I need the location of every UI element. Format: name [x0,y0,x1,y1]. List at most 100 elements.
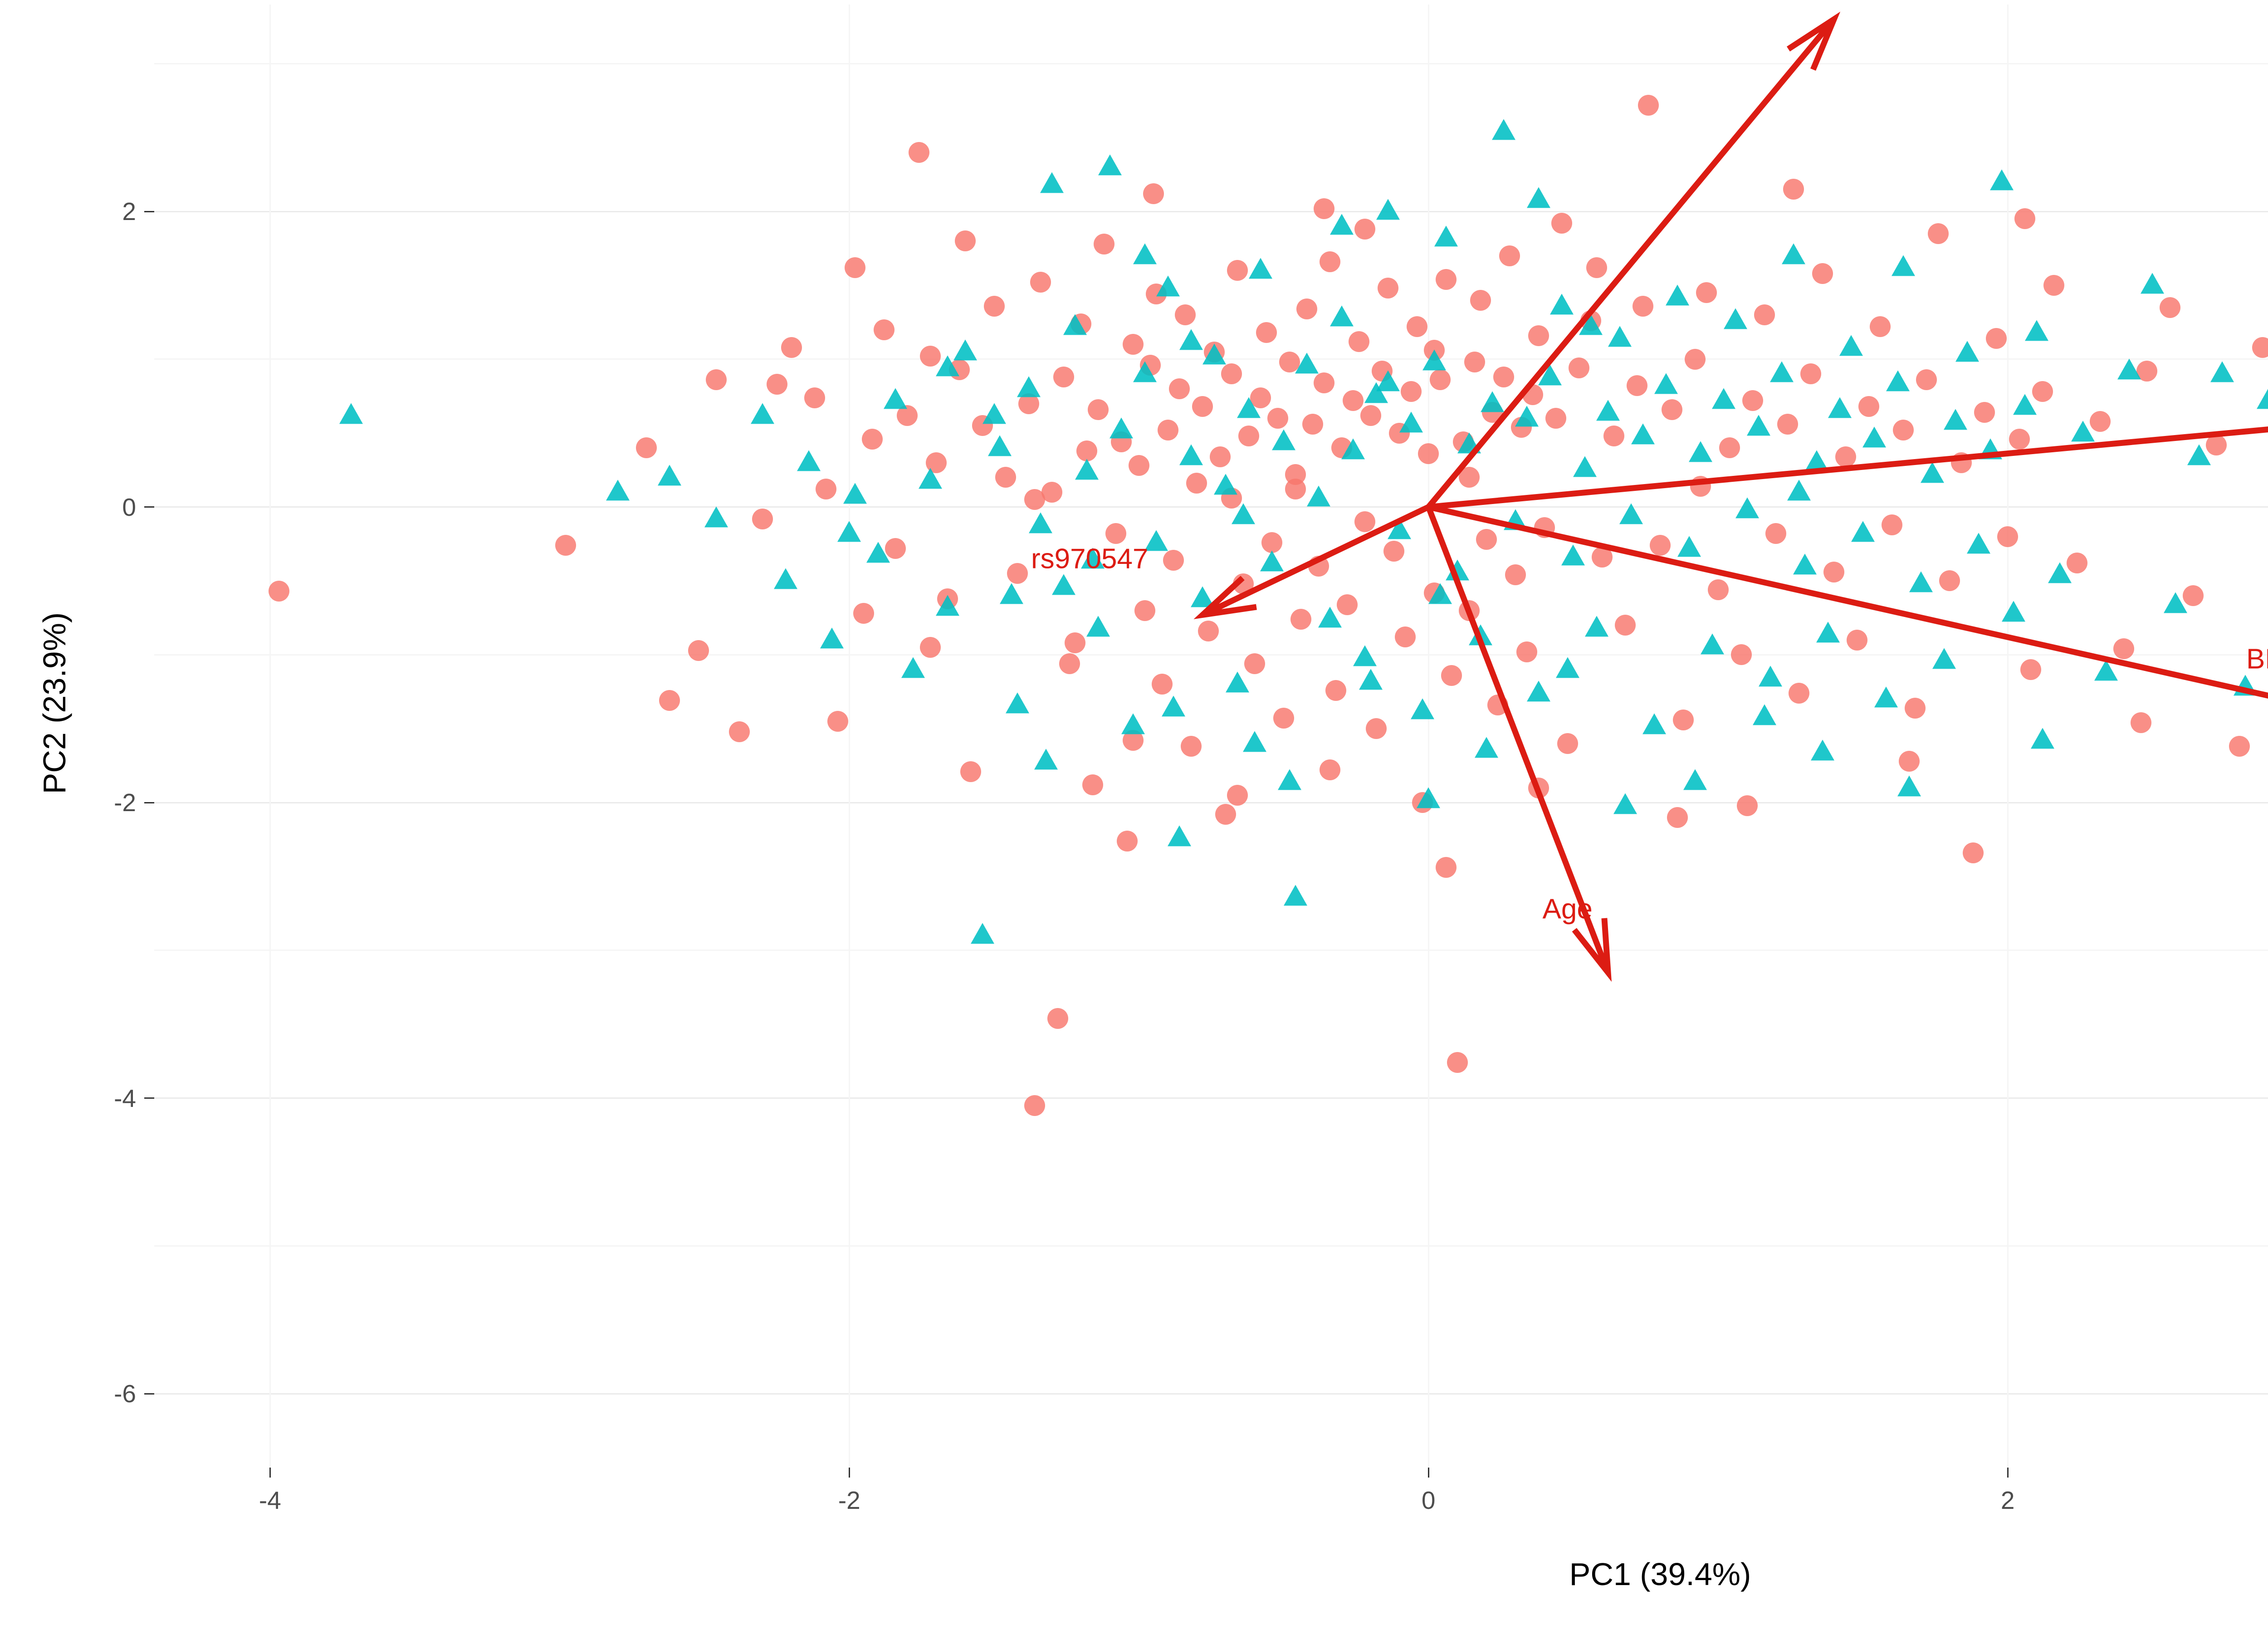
scatter-point-male [845,257,866,278]
scatter-point-female [1156,275,1180,297]
scatter-point-male [1123,334,1144,355]
scatter-point-male [908,142,929,163]
scatter-point-female [1231,503,1255,524]
scatter-point-male [1059,653,1080,674]
scatter-point-female [1469,624,1493,646]
x-tickmark [848,1468,850,1478]
scatter-point-female [1306,485,1330,507]
x-tick-label: 0 [1421,1486,1436,1514]
scatter-point-female [1724,308,1747,329]
scatter-point-male [804,387,825,408]
scatter-point-male [1615,615,1636,636]
y-tickmark [144,802,154,803]
scatter-point-female [658,465,682,486]
scatter-point-male [1592,547,1613,568]
scatter-point-male [1047,1008,1068,1029]
scatter-point-female [1295,352,1319,374]
scatter-point-female [1555,657,1579,678]
scatter-point-female [1237,396,1261,418]
scatter-point-male [1285,479,1306,500]
scatter-point-male [1105,523,1126,544]
y-tickmark [144,1097,154,1099]
scatter-point-male [1499,245,1520,266]
scatter-point-female [1110,417,1134,439]
scatter-point-female [1202,343,1226,365]
scatter-point-female [2256,388,2268,409]
scatter-point-female [1619,503,1643,524]
scatter-point-female [1909,571,1933,592]
scatter-point-male [1151,674,1173,695]
scatter-point-male [1192,396,1213,417]
scatter-point-female [1526,187,1550,208]
scatter-point-male [1904,697,1926,719]
scatter-point-male [1377,278,1398,299]
scatter-point-female [1712,388,1736,409]
scatter-point-female [2025,320,2048,341]
scatter-point-female [773,568,797,589]
scatter-point-male [954,230,976,252]
scatter-point-female [2141,273,2165,294]
scatter-point-female [2001,601,2025,622]
scatter-point-male [1366,718,1387,739]
scatter-point-male [1951,452,1972,473]
scatter-point-male [2043,274,2065,296]
scatter-point-male [862,428,883,450]
scatter-point-male [2229,736,2250,757]
scatter-point-male [1261,532,1283,553]
scatter-point-male [766,374,787,395]
scatter-point-male [1673,709,1694,730]
scatter-point-female [1584,616,1608,637]
scatter-point-male [1088,399,1109,420]
scatter-point-female [1359,669,1383,690]
gridline-y-major [154,210,2268,212]
scatter-point-female [1683,769,1707,790]
y-tickmark [144,506,154,508]
scatter-point-male [1343,390,1364,411]
scatter-point-male [1974,402,1995,423]
scatter-point-female [1434,225,1458,247]
scatter-point-male [1696,282,1717,303]
gridline-x-minor [848,5,850,1468]
scatter-point-male [1470,289,1491,311]
scatter-point-female [866,542,890,563]
scatter-point-male [268,581,289,602]
scatter-point-male [636,437,657,459]
scatter-point-female [1330,214,1354,235]
scatter-point-male [752,508,773,529]
scatter-point-male [1435,269,1457,290]
scatter-point-male [1076,440,1097,461]
scatter-point-male [1458,600,1480,621]
y-tick-label: -6 [114,1380,136,1408]
scatter-point-female [2117,358,2141,380]
scatter-point-male [1354,219,1375,240]
scatter-point-male [1441,665,1462,686]
scatter-point-female [1874,686,1898,708]
scatter-point-female [1897,775,1921,796]
scatter-point-female [1689,441,1713,462]
scatter-point-male [1516,641,1538,662]
scatter-point-male [1418,443,1439,465]
scatter-point-male [1143,183,1164,204]
gridline-y-major [154,1097,2268,1099]
scatter-point-female [1422,349,1446,371]
scatter-point-female [1243,731,1267,752]
gridline-y-minor [154,950,2268,951]
scatter-point-female [1631,423,1655,445]
scatter-point-male [1227,784,1248,806]
scatter-point-male [1209,446,1231,467]
scatter-point-female [1353,645,1377,666]
scatter-point-male [1030,272,1051,293]
scatter-point-female [1787,480,1811,501]
scatter-point-male [1325,680,1346,701]
scatter-point-male [1586,257,1607,278]
scatter-point-male [1684,348,1706,370]
scatter-point-female [1752,704,1776,725]
scatter-point-male [1221,363,1242,385]
scatter-point-female [1283,884,1307,905]
scatter-point-female [1028,512,1052,534]
scatter-point-male [960,761,982,782]
scatter-point-female [1168,825,1192,847]
scatter-point-male [2009,428,2030,450]
scatter-point-female [919,468,943,489]
y-tick-label: -2 [114,788,136,817]
